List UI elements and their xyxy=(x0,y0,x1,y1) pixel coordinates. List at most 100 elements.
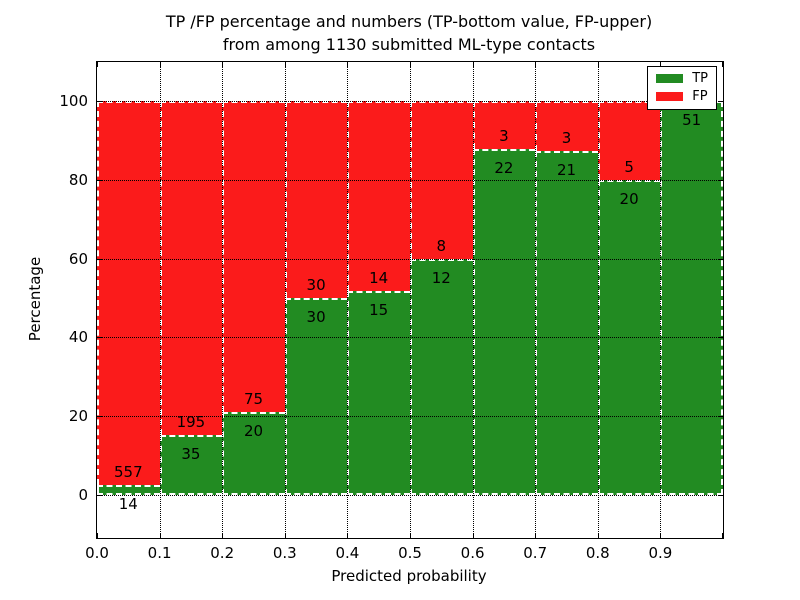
x-tick-label: 0.5 xyxy=(398,544,422,562)
gridline-vertical xyxy=(347,62,349,538)
tick-mark xyxy=(597,533,599,538)
bar-value-label-tp: 30 xyxy=(306,308,326,327)
gridline-vertical xyxy=(472,62,474,538)
bar-value-label-tp: 20 xyxy=(619,190,639,209)
bar-segment-tp xyxy=(97,485,160,495)
tick-mark xyxy=(660,62,662,67)
bar-value-label-fp: 195 xyxy=(176,412,206,431)
tick-mark xyxy=(597,62,599,67)
bar-segment-tp xyxy=(660,101,723,495)
x-tick-label: 0.1 xyxy=(147,544,172,562)
bar-value-label-tp: 21 xyxy=(556,160,577,179)
tick-mark xyxy=(718,416,723,418)
tick-mark xyxy=(347,62,349,67)
x-axis-label: Predicted probability xyxy=(331,567,487,585)
tick-mark xyxy=(97,62,98,67)
tick-mark xyxy=(718,494,723,496)
bar-segment-tp xyxy=(159,434,223,495)
tick-mark xyxy=(722,62,723,67)
x-tick-label: 0.6 xyxy=(460,544,485,562)
plot-area: TP FP 14 557 35 195 20 75 30 30 15 14 12 8 22 3 21 3 20 5… xyxy=(59,61,724,562)
bar-value-label-fp: 557 xyxy=(113,463,143,482)
gridline-vertical xyxy=(660,62,662,538)
bar-value-label-fp: 8 xyxy=(436,236,447,255)
legend: TP FP xyxy=(647,66,717,110)
bar-segment-tp xyxy=(347,291,410,495)
tick-mark xyxy=(97,101,102,103)
x-tick-label: 0.3 xyxy=(272,544,297,562)
tick-mark xyxy=(97,337,102,339)
tick-mark xyxy=(347,533,349,538)
tick-mark xyxy=(410,533,411,538)
bar-segment-fp xyxy=(284,101,348,299)
tick-mark xyxy=(97,494,102,496)
bar-value-label-tp: 22 xyxy=(494,158,514,177)
bar-value-label-fp: 3 xyxy=(499,126,509,145)
bar-segment-tp xyxy=(472,148,536,495)
tick-mark xyxy=(97,258,102,260)
tick-mark xyxy=(535,533,537,538)
tick-mark xyxy=(159,533,161,538)
tick-mark xyxy=(159,62,161,67)
tick-mark xyxy=(410,62,411,67)
y-tick-label: 80 xyxy=(68,171,88,190)
gridline-horizontal xyxy=(97,258,723,260)
gridline-horizontal xyxy=(97,101,723,103)
bar-value-label-tp: 51 xyxy=(682,111,702,130)
tick-mark xyxy=(535,62,537,67)
gridline-horizontal xyxy=(97,494,723,496)
x-tick-label: 0.7 xyxy=(523,544,548,562)
tick-mark xyxy=(284,62,286,67)
tick-mark xyxy=(660,533,662,538)
tick-mark xyxy=(222,62,224,67)
gridline-horizontal xyxy=(97,337,723,339)
tick-mark xyxy=(718,337,723,339)
tick-mark xyxy=(284,533,286,538)
tick-mark xyxy=(718,258,723,260)
bar-segment-fp xyxy=(597,101,661,180)
legend-swatch-tp xyxy=(656,74,684,83)
y-tick-label: 60 xyxy=(68,249,88,268)
gridline-horizontal xyxy=(97,416,723,418)
legend-swatch-fp xyxy=(656,92,684,101)
tick-mark xyxy=(97,180,102,182)
y-tick-label: 40 xyxy=(68,328,88,347)
x-tick-label: 0.0 xyxy=(85,544,109,562)
chart-title: TP /FP percentage and numbers (TP-bottom… xyxy=(165,12,653,55)
legend-label-tp: TP xyxy=(692,71,708,86)
bar-value-label-fp: 14 xyxy=(369,269,389,288)
gridline-horizontal xyxy=(97,180,723,182)
bar-value-label-fp: 3 xyxy=(561,128,572,147)
bar-segment-fp xyxy=(347,101,410,292)
tick-mark xyxy=(472,62,474,67)
bar-value-label-fp: 30 xyxy=(306,276,326,295)
tick-mark xyxy=(718,101,723,103)
y-tick-label: 100 xyxy=(59,92,88,111)
gridline-vertical xyxy=(284,62,286,538)
x-tick-label: 0.8 xyxy=(585,544,610,562)
gridline-vertical xyxy=(159,62,161,538)
gridline-vertical xyxy=(410,62,411,538)
bar-segment-fp xyxy=(159,101,223,435)
tick-mark xyxy=(222,533,224,538)
tick-mark xyxy=(718,180,723,182)
tick-mark xyxy=(722,533,723,538)
bar-value-label-tp: 15 xyxy=(369,301,389,320)
legend-item-tp: TP xyxy=(656,72,708,85)
bar-value-label-tp: 14 xyxy=(118,495,138,514)
bar-value-label-tp: 12 xyxy=(431,268,451,287)
bar-segment-fp xyxy=(97,101,160,486)
bar-value-label-fp: 75 xyxy=(243,389,264,408)
x-tick-label: 0.2 xyxy=(210,544,235,562)
gridline-vertical xyxy=(535,62,537,538)
bar-segment-tp xyxy=(222,411,285,495)
bar-segment-tp xyxy=(535,150,598,495)
y-tick-label: 20 xyxy=(68,407,88,426)
legend-label-fp: FP xyxy=(692,89,708,104)
legend-item-fp: FP xyxy=(656,90,708,103)
bar-segment-fp xyxy=(410,101,473,259)
x-tick-label: 0.9 xyxy=(648,544,673,562)
bar-segment-tp xyxy=(410,258,473,495)
gridline-vertical xyxy=(597,62,599,538)
